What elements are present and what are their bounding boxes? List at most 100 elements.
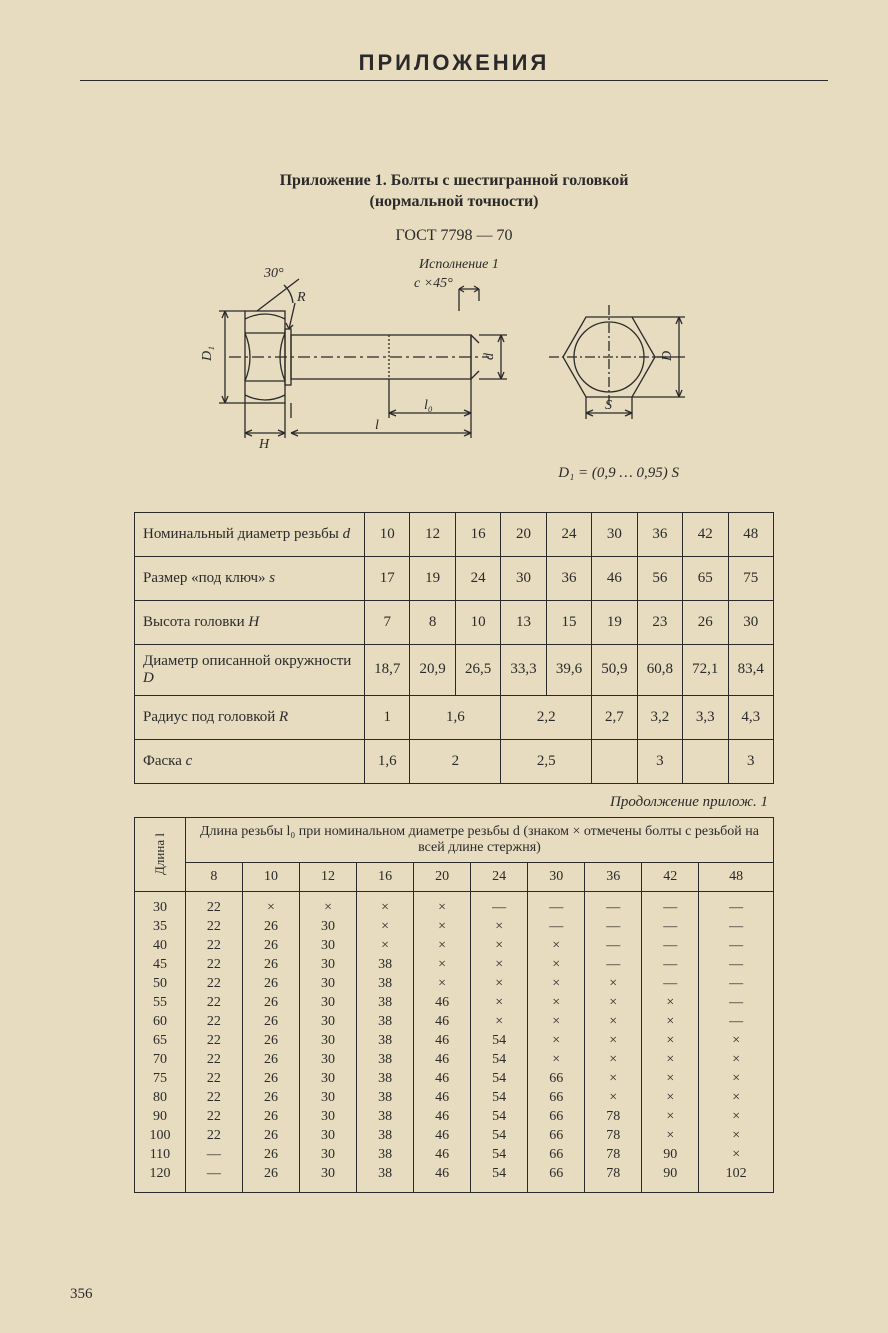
cell: × xyxy=(414,917,471,936)
table-row: 40222630××××——— xyxy=(135,936,774,955)
cell: 30 xyxy=(300,993,357,1012)
cell: 46 xyxy=(414,1107,471,1126)
cell: 26 xyxy=(683,600,728,644)
cell: × xyxy=(414,936,471,955)
cell: × xyxy=(357,891,414,917)
cell: — xyxy=(642,891,699,917)
cell: 36 xyxy=(637,512,682,556)
cell: × xyxy=(528,955,585,974)
cell: 22 xyxy=(185,917,242,936)
cell: 38 xyxy=(357,1088,414,1107)
cell: × xyxy=(642,1088,699,1107)
cell: 38 xyxy=(357,1069,414,1088)
length-cell: 55 xyxy=(135,993,186,1012)
cell: 38 xyxy=(357,974,414,993)
cell: 30 xyxy=(300,1012,357,1031)
cell: 24 xyxy=(455,556,500,600)
cell: × xyxy=(642,1126,699,1145)
cell: 46 xyxy=(414,1031,471,1050)
cell: 30 xyxy=(300,936,357,955)
length-cell: 60 xyxy=(135,1012,186,1031)
cell: 38 xyxy=(357,993,414,1012)
cell: 30 xyxy=(300,1069,357,1088)
table-row: Диаметр описанной окружности D18,720,926… xyxy=(135,644,774,695)
cell: × xyxy=(357,936,414,955)
cell: 23 xyxy=(637,600,682,644)
cell: 48 xyxy=(728,512,774,556)
cell: 65 xyxy=(683,556,728,600)
cell: 38 xyxy=(357,1012,414,1031)
cell: 1,6 xyxy=(365,739,410,783)
cell: 12 xyxy=(410,512,455,556)
cell: — xyxy=(528,917,585,936)
cell: 26 xyxy=(242,974,299,993)
cell: 46 xyxy=(414,1050,471,1069)
length-cell: 35 xyxy=(135,917,186,936)
cell: 56 xyxy=(637,556,682,600)
cell: 30 xyxy=(300,1107,357,1126)
diagram-D: D xyxy=(660,350,675,361)
diameter-header: 48 xyxy=(699,862,774,891)
cell: 66 xyxy=(528,1164,585,1192)
cell: 26 xyxy=(242,1088,299,1107)
cell: 54 xyxy=(471,1031,528,1050)
cell: 90 xyxy=(642,1164,699,1192)
cell: 78 xyxy=(585,1145,642,1164)
diameter-header: 36 xyxy=(585,862,642,891)
cell: — xyxy=(699,1012,774,1031)
gost-number: ГОСТ 7798 — 70 xyxy=(80,227,828,245)
length-cell: 120 xyxy=(135,1164,186,1192)
cell: × xyxy=(699,1088,774,1107)
cell: 22 xyxy=(185,1088,242,1107)
cell: 54 xyxy=(471,1069,528,1088)
cell: 30 xyxy=(592,512,637,556)
row-label: Номинальный диаметр резьбы d xyxy=(135,512,365,556)
cell: 19 xyxy=(410,556,455,600)
cell: 2,7 xyxy=(592,695,637,739)
cell: × xyxy=(471,955,528,974)
diameter-header: 20 xyxy=(414,862,471,891)
cell: 26,5 xyxy=(455,644,500,695)
cell: 39,6 xyxy=(546,644,591,695)
diagram-l: l xyxy=(375,418,379,433)
cell: 24 xyxy=(546,512,591,556)
row-label: Диаметр описанной окружности D xyxy=(135,644,365,695)
cell: 26 xyxy=(242,1164,299,1192)
cell: 22 xyxy=(185,1107,242,1126)
cell: 26 xyxy=(242,1107,299,1126)
cell: 1 xyxy=(365,695,410,739)
cell: × xyxy=(471,936,528,955)
cell: 83,4 xyxy=(728,644,774,695)
cell: 54 xyxy=(471,1088,528,1107)
cell: 26 xyxy=(242,1145,299,1164)
cell: 60,8 xyxy=(637,644,682,695)
cell: 22 xyxy=(185,955,242,974)
diagram-formula: D₁ = (0,9 … 0,95) S xyxy=(189,465,719,482)
cell: 3 xyxy=(728,739,774,783)
table-row: 1002226303846546678×× xyxy=(135,1126,774,1145)
cell: 78 xyxy=(585,1126,642,1145)
cell: 38 xyxy=(357,1145,414,1164)
cell: 8 xyxy=(410,600,455,644)
diagram-d: d xyxy=(482,352,497,360)
length-cell: 80 xyxy=(135,1088,186,1107)
cell: 30 xyxy=(300,1126,357,1145)
cell: × xyxy=(414,891,471,917)
cell xyxy=(592,739,637,783)
appendix-title-line1: Приложение 1. Болты с шестигранной голов… xyxy=(280,172,629,189)
cell: 22 xyxy=(185,1126,242,1145)
cell: × xyxy=(471,974,528,993)
cell: — xyxy=(471,891,528,917)
page-number: 356 xyxy=(70,1286,93,1303)
table-row: Высота головки H7810131519232630 xyxy=(135,600,774,644)
cell: 30 xyxy=(300,1088,357,1107)
cell: × xyxy=(242,891,299,917)
cell: 2,2 xyxy=(501,695,592,739)
cell: × xyxy=(414,955,471,974)
cell: 72,1 xyxy=(683,644,728,695)
cell: — xyxy=(699,936,774,955)
cell: 22 xyxy=(185,993,242,1012)
cell: × xyxy=(642,993,699,1012)
cell: 2,5 xyxy=(501,739,592,783)
cell xyxy=(683,739,728,783)
